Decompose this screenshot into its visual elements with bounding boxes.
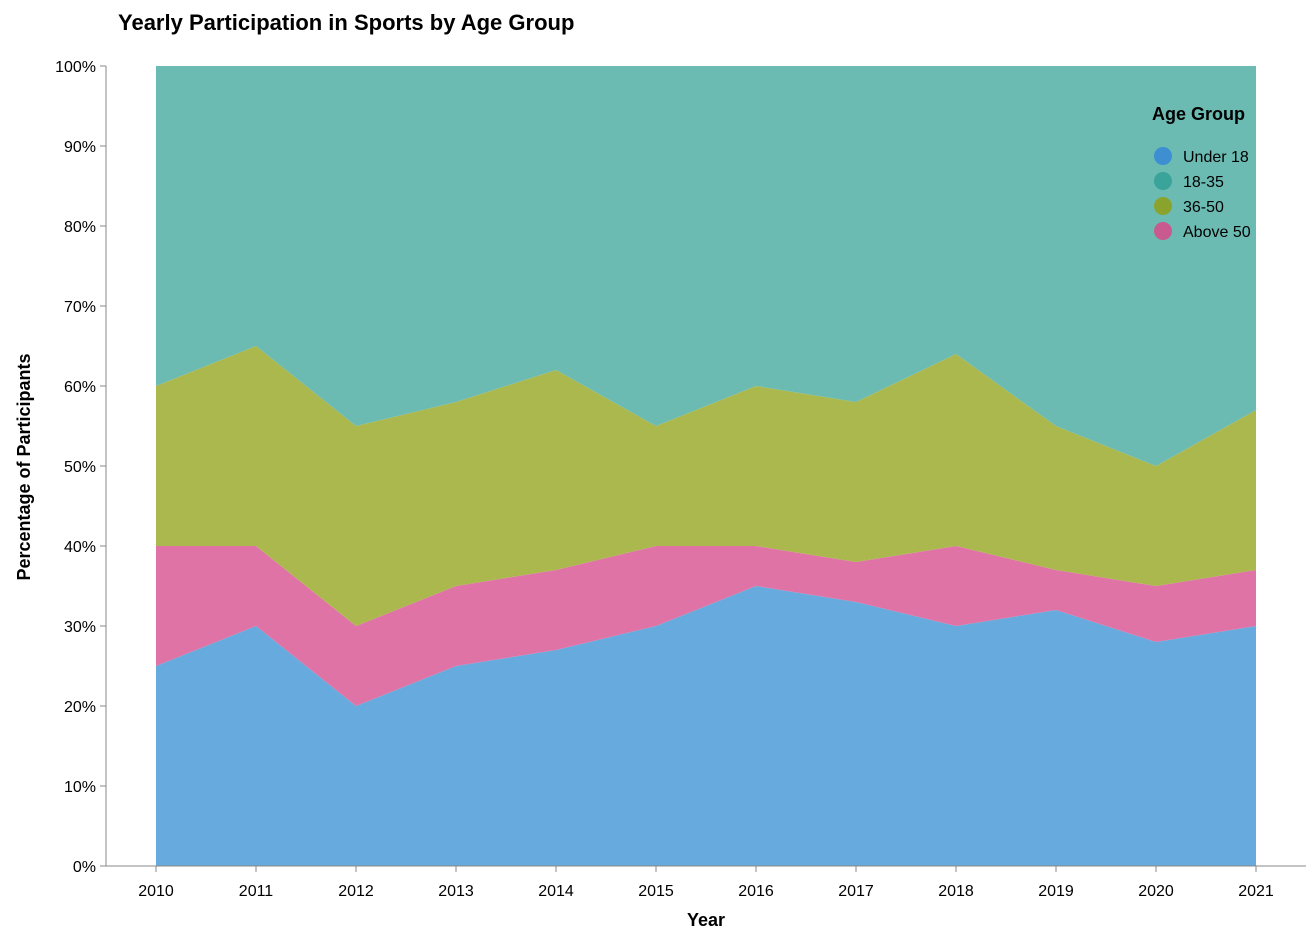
x-tick-label: 2021 [1238,883,1274,900]
legend-swatch-above-50 [1154,222,1172,240]
y-axis: 0% 10% 20% 30% 40% 50% 60% 70% 80% 90% 100% [55,59,107,876]
y-tick-label: 90% [64,139,96,156]
x-tick-label: 2011 [239,883,274,900]
y-tick-label: 10% [64,779,96,796]
area-36-50 [156,346,1256,626]
x-tick-label: 2016 [738,883,774,900]
area-under-18 [156,586,1256,866]
legend-label-18-35: 18-35 [1183,174,1224,191]
y-tick-label: 30% [64,619,96,636]
x-axis: 2010 2011 2012 2013 2014 2015 2016 2017 2018 2019… [106,865,1306,900]
y-tick-label: 60% [64,379,96,396]
area-layers [156,66,1256,866]
x-tick-label: 2014 [538,883,574,900]
y-axis-title: Percentage of Participants [14,353,34,580]
x-axis-title: Year [687,910,725,930]
x-tick-label: 2018 [938,883,974,900]
chart-title: Yearly Participation in Sports by Age Gr… [118,10,574,35]
x-tick-label: 2010 [138,883,174,900]
y-tick-label: 50% [64,459,96,476]
x-tick-label: 2012 [338,883,374,900]
y-tick-label: 100% [55,59,96,76]
legend-swatch-under-18 [1154,147,1172,165]
legend-label-above-50: Above 50 [1183,224,1251,241]
y-tick-label: 70% [64,299,96,316]
legend-label-36-50: 36-50 [1183,199,1224,216]
legend-title: Age Group [1152,104,1245,124]
y-tick-label: 0% [73,859,96,876]
x-tick-label: 2017 [838,883,874,900]
area-18-35 [156,66,1256,466]
y-tick-label: 40% [64,539,96,556]
x-tick-label: 2015 [638,883,674,900]
legend-swatch-18-35 [1154,172,1172,190]
legend-swatch-36-50 [1154,197,1172,215]
x-tick-label: 2020 [1138,883,1174,900]
y-tick-label: 80% [64,219,96,236]
legend-label-under-18: Under 18 [1183,149,1249,166]
y-tick-label: 20% [64,699,96,716]
area-above-50 [156,546,1256,706]
x-tick-label: 2013 [438,883,474,900]
legend: Age Group Under 18 18-35 36-50 Above 50 [1152,104,1251,241]
x-tick-label: 2019 [1038,883,1074,900]
